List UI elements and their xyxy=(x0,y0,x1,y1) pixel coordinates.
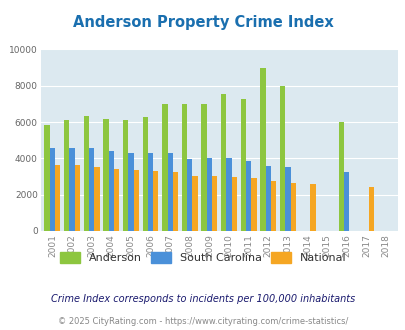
Bar xyxy=(245,161,251,231)
Bar xyxy=(128,153,133,231)
Bar xyxy=(153,171,158,231)
Bar xyxy=(285,167,290,231)
Bar xyxy=(173,172,178,231)
Bar xyxy=(221,94,226,231)
Bar xyxy=(44,125,49,231)
Bar xyxy=(167,153,173,231)
Bar xyxy=(75,165,80,231)
Text: Crime Index corresponds to incidents per 100,000 inhabitants: Crime Index corresponds to incidents per… xyxy=(51,294,354,304)
Bar xyxy=(231,178,237,231)
Bar xyxy=(251,178,256,231)
Bar xyxy=(270,181,275,231)
Bar xyxy=(240,98,245,231)
Bar xyxy=(114,169,119,231)
Bar xyxy=(211,176,217,231)
Bar xyxy=(55,165,60,231)
Bar xyxy=(162,104,167,231)
Bar xyxy=(279,86,285,231)
Bar xyxy=(192,176,197,231)
Bar xyxy=(142,116,147,231)
Bar xyxy=(109,151,114,231)
Bar xyxy=(103,119,109,231)
Bar xyxy=(338,122,343,231)
Bar xyxy=(89,148,94,231)
Bar xyxy=(368,187,373,231)
Bar xyxy=(290,183,295,231)
Text: © 2025 CityRating.com - https://www.cityrating.com/crime-statistics/: © 2025 CityRating.com - https://www.city… xyxy=(58,317,347,326)
Bar xyxy=(83,116,89,231)
Bar xyxy=(133,170,139,231)
Legend: Anderson, South Carolina, National: Anderson, South Carolina, National xyxy=(56,249,349,267)
Bar xyxy=(49,148,55,231)
Bar xyxy=(123,120,128,231)
Bar xyxy=(64,120,69,231)
Text: Anderson Property Crime Index: Anderson Property Crime Index xyxy=(72,15,333,30)
Bar xyxy=(201,104,206,231)
Bar xyxy=(181,104,187,231)
Bar xyxy=(147,153,153,231)
Bar xyxy=(94,167,99,231)
Bar xyxy=(260,68,265,231)
Bar xyxy=(187,159,192,231)
Bar xyxy=(265,166,270,231)
Bar xyxy=(343,172,349,231)
Bar xyxy=(206,158,211,231)
Bar xyxy=(69,148,75,231)
Bar xyxy=(309,184,315,231)
Bar xyxy=(226,158,231,231)
